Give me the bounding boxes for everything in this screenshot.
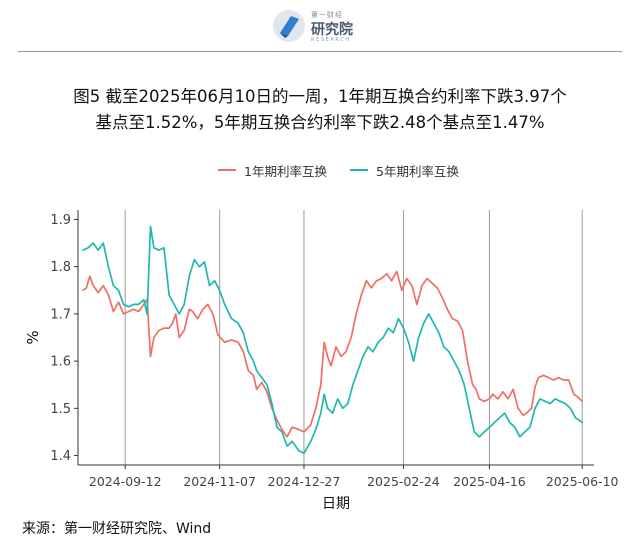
y-tick-label-5: 1.9 bbox=[50, 213, 71, 228]
legend-label-1y: 1年期利率互换 bbox=[244, 163, 327, 179]
source-note: 来源：第一财经研究院、Wind bbox=[22, 521, 212, 537]
x-tick-label-4: 2025-04-16 bbox=[453, 474, 526, 489]
logo-main-text: 研究院 bbox=[311, 22, 353, 38]
legend-swatch-5y bbox=[350, 169, 368, 171]
legend-label-5y: 5年期利率互换 bbox=[376, 163, 459, 179]
legend-item-1y: 1年期利率互换 bbox=[218, 160, 327, 180]
x-axis-label: 日期 bbox=[322, 496, 350, 510]
y-tick-label-0: 1.4 bbox=[50, 449, 71, 464]
y-axis-label: % bbox=[24, 330, 42, 344]
caption-line-1: 图5 截至2025年06月10日的一周，1年期互换合约利率下跌3.97个 bbox=[73, 87, 567, 106]
legend-swatch-1y bbox=[218, 169, 236, 171]
chart-caption: 图5 截至2025年06月10日的一周，1年期互换合约利率下跌3.97个 基点至… bbox=[10, 84, 630, 136]
x-tick-label-3: 2025-02-24 bbox=[367, 474, 440, 489]
logo-top-text: 第一财经 bbox=[311, 11, 343, 19]
y-tick-label-1: 1.5 bbox=[50, 402, 71, 417]
x-tick-label-0: 2024-09-12 bbox=[89, 474, 162, 489]
x-tick-label-5: 2025-06-10 bbox=[546, 474, 619, 489]
y-tick-label-4: 1.8 bbox=[50, 260, 71, 275]
chart-legend: 1年期利率互换 5年期利率互换 bbox=[0, 160, 640, 180]
y-tick-label-3: 1.7 bbox=[50, 307, 71, 322]
x-tick-label-2: 2024-12-27 bbox=[268, 474, 341, 489]
legend-item-5y: 5年期利率互换 bbox=[350, 160, 459, 180]
header-divider bbox=[18, 51, 622, 52]
y-tick-label-2: 1.6 bbox=[50, 355, 71, 370]
brand-logo: 第一财经 研究院 RESEARCH bbox=[271, 6, 371, 46]
logo-sub-text: RESEARCH bbox=[311, 37, 351, 43]
caption-line-2: 基点至1.52%，5年期互换合约利率下跌2.48个基点至1.47% bbox=[95, 113, 545, 132]
logo-mark-icon bbox=[273, 10, 305, 42]
line-chart: 1.4 1.5 1.6 1.7 1.8 1.9 2024-09-12 2024-11-07 20… bbox=[24, 210, 619, 510]
series-line-5y bbox=[82, 225, 584, 455]
x-tick-label-1: 2024-11-07 bbox=[183, 474, 256, 489]
series-line-1y bbox=[82, 270, 584, 438]
